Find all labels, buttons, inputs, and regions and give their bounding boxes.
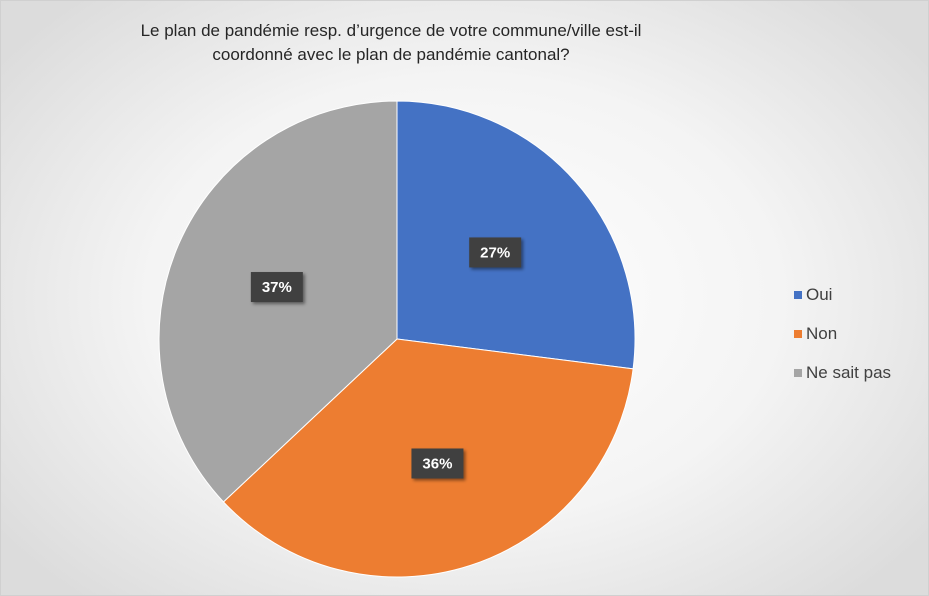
legend-item-oui: Oui [794, 283, 891, 307]
data-label-text-non: 36% [422, 455, 452, 472]
data-label-box-ne-sait-pas [250, 272, 303, 303]
legend-label-non: Non [806, 324, 838, 343]
legend-swatch-ne-sait-pas [794, 369, 802, 377]
data-label-oui: 27% [469, 237, 522, 268]
chart-title-line-1: Le plan de pandémie resp. d’urgence de v… [140, 21, 642, 40]
legend-swatch-oui [794, 291, 802, 299]
chart-title: Le plan de pandémie resp. d’urgence de v… [101, 19, 681, 67]
legend-label-ne-sait-pas: Ne sait pas [806, 363, 892, 382]
data-label-box-oui [469, 237, 522, 268]
chart-title-line-2: coordonné avec le plan de pandémie canto… [212, 45, 570, 64]
data-label-ne-sait-pas: 37% [250, 272, 303, 303]
data-label-text-ne-sait-pas: 37% [262, 279, 292, 296]
data-label-non: 36% [411, 448, 464, 479]
legend-item-non: Non [794, 322, 891, 346]
legend-item-ne-sait-pas: Ne sait pas [794, 361, 891, 385]
legend: Oui Non Ne sait pas [794, 283, 891, 400]
legend-swatch-non [794, 330, 802, 338]
pie-slices [158, 100, 636, 578]
data-label-text-oui: 27% [480, 244, 510, 261]
pie-data-labels: 27% 36% 37% [250, 237, 522, 479]
pie-slice-oui [396, 100, 636, 370]
legend-label-oui: Oui [806, 285, 833, 304]
data-label-box-non [411, 448, 464, 479]
